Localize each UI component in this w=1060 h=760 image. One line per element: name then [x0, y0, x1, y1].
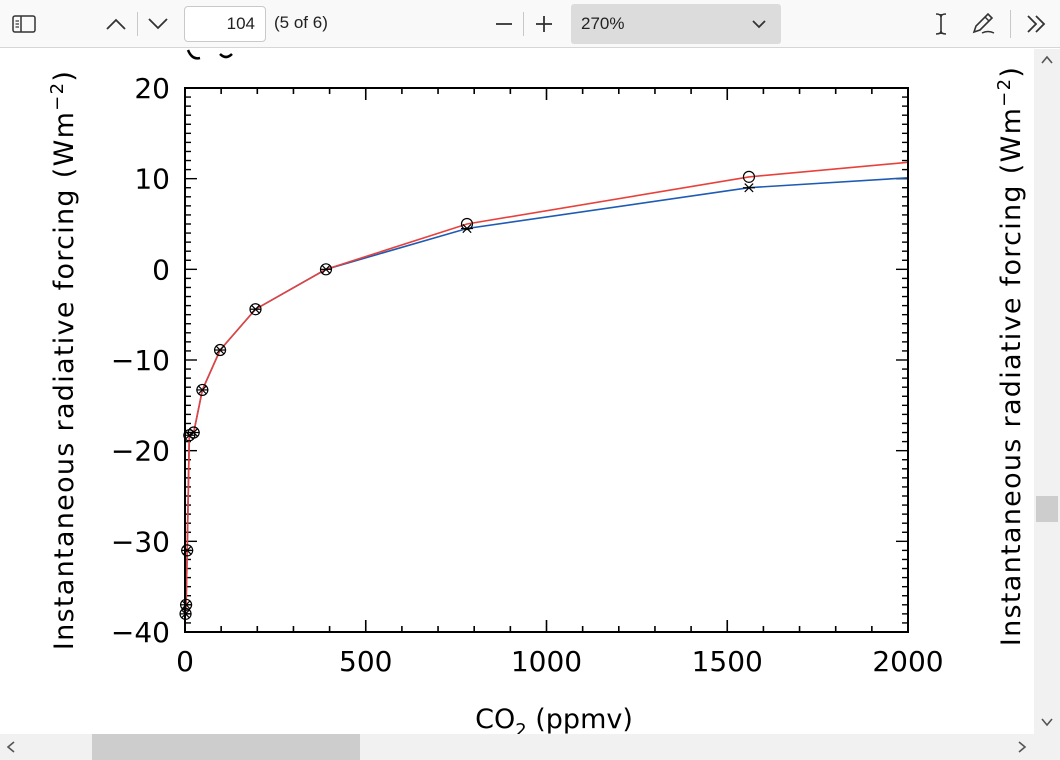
series-markers — [179, 170, 756, 620]
plot-frame — [184, 87, 909, 633]
zoom-in-icon — [536, 16, 552, 32]
toolbar-divider — [137, 12, 138, 36]
vertical-scroll-thumb[interactable] — [1036, 496, 1058, 522]
text-cursor-icon — [935, 13, 947, 35]
asterisk-marker — [196, 385, 209, 395]
toolbar-divider — [523, 12, 524, 36]
y-tick-label: −30 — [111, 525, 170, 558]
double-chevron-right-icon — [1027, 15, 1046, 33]
draw-button[interactable] — [965, 8, 1001, 40]
document-viewer[interactable]: 0 500 1000 1500 2000 −40 −30 −20 −10 0 10 20 Instan… — [0, 49, 1034, 734]
previous-page-button[interactable] — [100, 8, 132, 40]
vertical-scrollbar[interactable] — [1034, 49, 1060, 734]
page-number-input[interactable] — [184, 6, 266, 42]
scroll-down-arrow-icon[interactable] — [1041, 717, 1053, 727]
circle-marker — [460, 217, 474, 231]
zoom-in-button[interactable] — [528, 8, 560, 40]
y-tick-label: 0 — [152, 253, 170, 286]
asterisk-marker — [460, 223, 473, 234]
page-count-label: (5 of 6) — [274, 13, 328, 32]
asterisk-marker — [319, 264, 332, 274]
sidebar-toggle-button[interactable] — [8, 8, 40, 40]
scroll-up-arrow-icon[interactable] — [1041, 55, 1053, 65]
x-tick-label: 2000 — [872, 645, 943, 678]
more-tools-button[interactable] — [1018, 8, 1054, 40]
zoom-out-icon — [496, 23, 512, 25]
scroll-right-arrow-icon[interactable] — [1017, 741, 1027, 753]
next-page-button[interactable] — [142, 8, 174, 40]
pdf-toolbar: (5 of 6) 270% — [0, 0, 1060, 48]
y-axis-title-left: Instantaneous radiative forcing (Wm−2) — [47, 70, 80, 650]
series-line — [184, 177, 909, 614]
series-lines — [184, 161, 909, 614]
x-tick-label: 1000 — [511, 645, 582, 678]
scrollbar-corner — [1034, 734, 1060, 760]
y-axis-title-right: Instantaneous radiative forcing (Wm−2) — [994, 66, 1027, 646]
sidebar-toggle-icon — [12, 15, 36, 33]
forcing-chart: 0 500 1000 1500 2000 −40 −30 −20 −10 0 10 20 Instan… — [47, 49, 1027, 734]
y-tick-label: 20 — [134, 72, 170, 105]
x-tick-label: 1500 — [692, 645, 763, 678]
horizontal-scroll-thumb[interactable] — [92, 734, 360, 760]
circle-marker — [742, 170, 756, 183]
scroll-left-arrow-icon[interactable] — [6, 741, 16, 753]
panel-label-fragment — [219, 53, 233, 59]
chevron-down-icon — [148, 18, 168, 30]
y-tick-label: 10 — [134, 163, 170, 196]
x-tick-label: 500 — [339, 645, 392, 678]
chevron-up-icon — [106, 18, 126, 30]
text-select-button[interactable] — [925, 8, 957, 40]
zoom-out-button[interactable] — [488, 8, 520, 40]
x-axis-title: CO2 (ppmv) — [475, 704, 633, 734]
horizontal-scrollbar[interactable] — [0, 734, 1034, 760]
asterisk-marker — [742, 183, 755, 193]
y-tick-label: −40 — [111, 616, 170, 649]
asterisk-marker — [249, 304, 262, 314]
zoom-select[interactable]: 270% — [571, 4, 781, 44]
zoom-value: 270% — [581, 14, 625, 33]
tick-labels: 0 500 1000 1500 2000 −40 −30 −20 −10 0 10 20 — [111, 72, 944, 678]
asterisk-marker — [187, 427, 200, 438]
asterisk-marker — [180, 600, 193, 610]
chevron-down-icon — [752, 20, 766, 29]
y-tick-label: −10 — [111, 344, 170, 377]
series-line — [184, 161, 909, 614]
axis-ticks — [184, 87, 909, 633]
panel-label-fragment — [186, 49, 201, 60]
asterisk-marker — [214, 345, 227, 355]
y-tick-label: −20 — [111, 435, 170, 468]
toolbar-divider — [1010, 10, 1011, 38]
pen-icon — [972, 12, 995, 34]
x-tick-label: 0 — [176, 645, 194, 678]
